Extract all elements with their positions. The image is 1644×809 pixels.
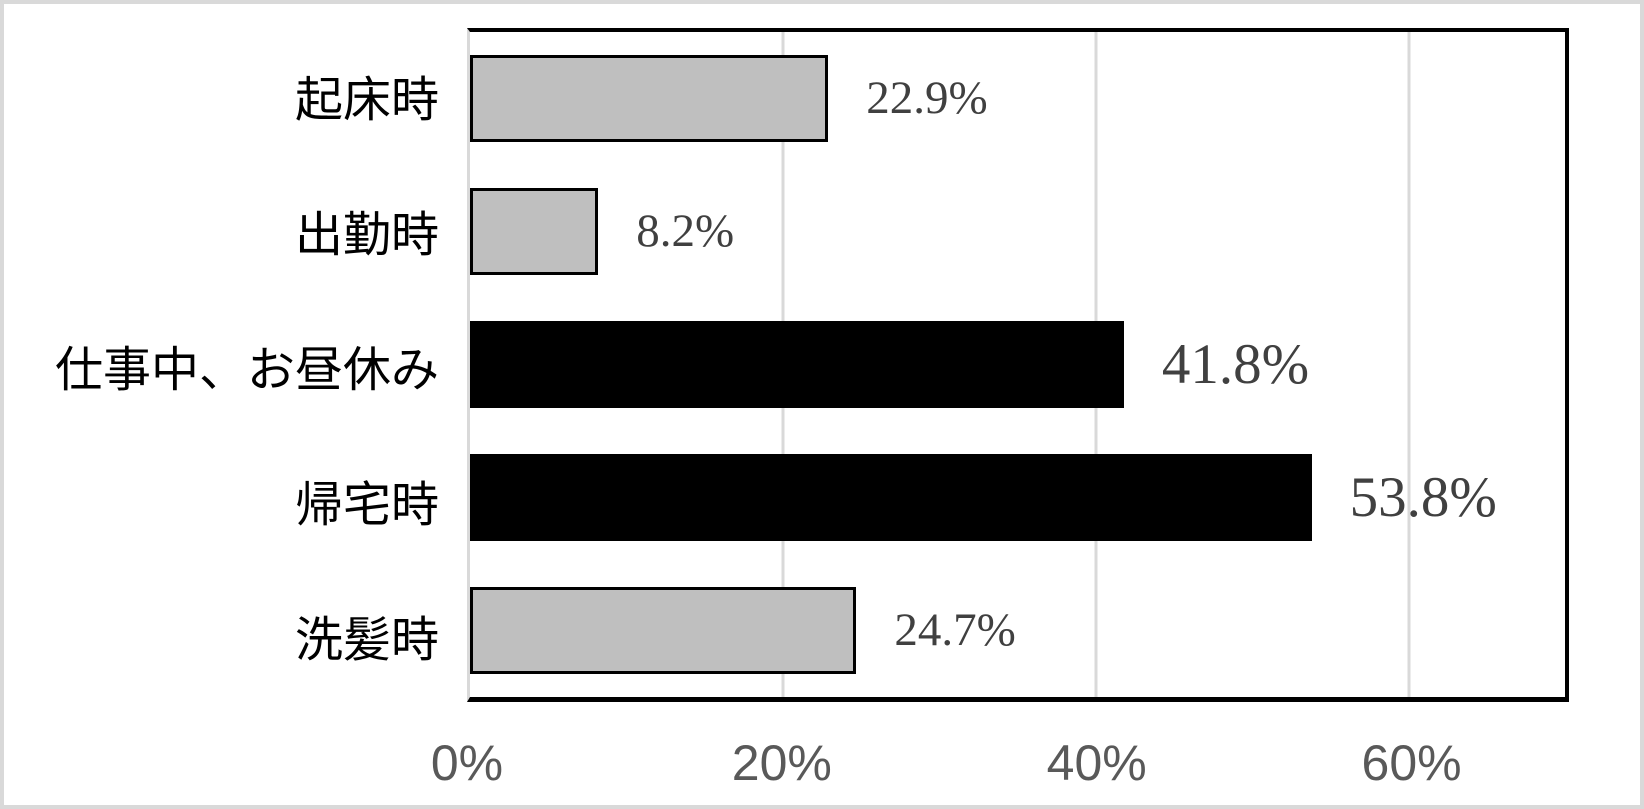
bar (470, 188, 599, 275)
bar-row: 41.8% (470, 298, 1565, 431)
category-label: 洗髪時 (294, 613, 439, 667)
bar (470, 321, 1124, 408)
bar (470, 454, 1312, 541)
category-label: 仕事中、お昼休み (54, 343, 439, 397)
bar (470, 55, 829, 142)
value-label: 8.2% (636, 205, 735, 257)
value-label: 41.8% (1161, 333, 1310, 396)
x-axis-tick-label: 20% (731, 735, 832, 791)
category-axis-labels: 起床時出勤時仕事中、お昼休み帰宅時洗髪時 (4, 28, 467, 702)
value-label: 24.7% (894, 604, 1016, 656)
bar (470, 587, 857, 674)
value-label: 53.8% (1349, 466, 1497, 529)
gridline-60 (1407, 32, 1411, 697)
x-axis-tick-label: 0% (430, 735, 504, 791)
plot-area: 22.9% 8.2% 41.8% 53.8% 24.7% (467, 28, 1569, 702)
category-label: 出勤時 (294, 209, 439, 263)
category-label: 帰宅時 (294, 478, 439, 532)
bar-row: 8.2% (470, 165, 1565, 298)
plot-rows: 22.9% 8.2% 41.8% 53.8% 24.7% (470, 32, 1565, 697)
bar-row: 22.9% (470, 32, 1565, 165)
bar-row: 53.8% (470, 431, 1565, 564)
category-label: 起床時 (294, 74, 439, 128)
x-axis-labels: 0% 20% 40% 60% (431, 716, 1569, 796)
x-axis-tick-label: 40% (1046, 735, 1147, 791)
value-label: 22.9% (866, 72, 988, 124)
x-axis-tick-label: 60% (1361, 735, 1462, 791)
bar-row: 24.7% (470, 564, 1565, 697)
